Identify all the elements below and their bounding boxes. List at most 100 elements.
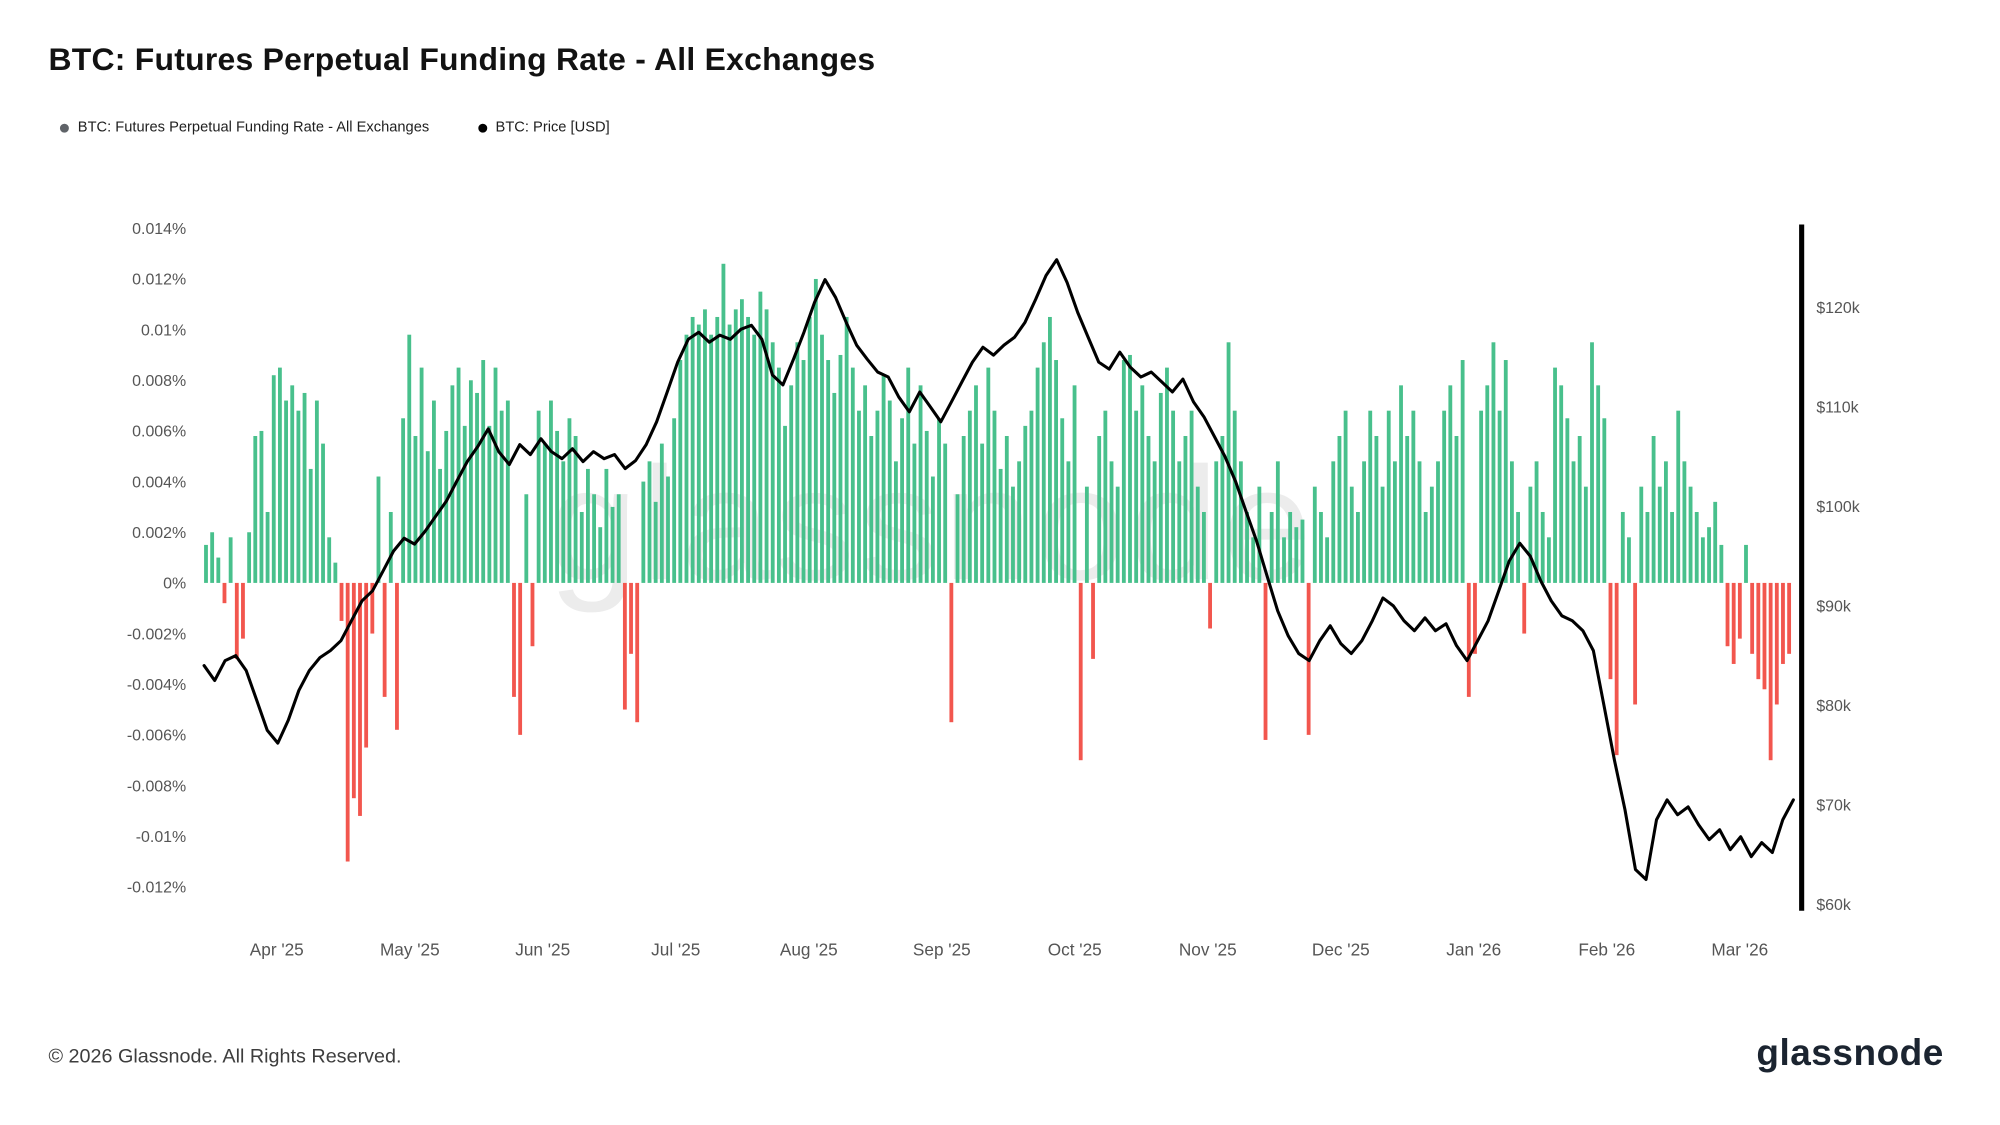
funding-rate-bar	[530, 582, 535, 647]
funding-rate-bar	[1762, 582, 1767, 690]
funding-rate-bar	[1134, 410, 1139, 583]
left-axis-tick: 0.012%	[132, 272, 186, 289]
funding-rate-bar	[1774, 582, 1779, 705]
funding-rate-bar	[1473, 582, 1477, 654]
funding-rate-bar	[635, 582, 640, 723]
funding-rate-bar	[1177, 461, 1182, 583]
funding-rate-bar	[1189, 410, 1194, 583]
funding-rate-bar	[1781, 582, 1785, 664]
right-axis-labels: $120k $110k $100k $90k $80k $70k $60k	[1816, 300, 1859, 914]
funding-rate-bar	[1282, 537, 1286, 583]
funding-rate-bar	[992, 410, 997, 583]
x-axis-labels: Apr '25 May '25 Jun '25 Jul '25 Aug '25 Sep '…	[250, 939, 1768, 959]
right-axis-tick: $90k	[1816, 599, 1851, 616]
legend-label-funding-rate: BTC: Futures Perpetual Funding Rate - Al…	[77, 119, 430, 136]
funding-rate-bar	[641, 481, 646, 583]
funding-rate-bar	[1553, 367, 1557, 583]
funding-rate-bar	[629, 582, 633, 654]
funding-rate-bar	[1460, 360, 1465, 583]
funding-rate-bar	[1664, 461, 1668, 583]
funding-rate-bar	[1312, 486, 1317, 583]
funding-rate-bar	[1171, 410, 1176, 583]
funding-rate-bar	[586, 468, 590, 583]
funding-rate-bar	[468, 380, 473, 583]
funding-rate-bar	[1565, 418, 1570, 583]
right-axis-tick: $80k	[1816, 698, 1851, 715]
glassnode-logo: glassnode	[1756, 1033, 1944, 1074]
funding-rate-bar	[561, 461, 566, 583]
legend-item-funding-rate[interactable]: BTC: Futures Perpetual Funding Rate - Al…	[59, 119, 430, 136]
funding-rate-bar	[1485, 385, 1490, 583]
funding-rate-bar	[974, 385, 978, 583]
funding-rate-bar	[1115, 486, 1120, 583]
right-axis-tick: $60k	[1816, 897, 1851, 914]
funding-rate-bar	[844, 316, 849, 583]
funding-rate-bar	[216, 557, 221, 583]
funding-rate-bar	[401, 418, 406, 583]
funding-rate-bar	[1614, 582, 1619, 756]
funding-rate-bar	[1208, 582, 1212, 629]
left-axis-tick: -0.004%	[127, 677, 186, 694]
funding-rate-bars	[204, 263, 1792, 862]
funding-rate-bar	[1620, 511, 1625, 583]
x-axis-tick: Jul '25	[651, 939, 700, 959]
funding-rate-bar	[1676, 410, 1681, 583]
funding-rate-bar	[1269, 511, 1274, 583]
funding-rate-bar	[1337, 436, 1342, 583]
funding-rate-bar	[327, 537, 332, 583]
funding-rate-bar	[1737, 582, 1742, 639]
funding-rate-bar	[1097, 436, 1102, 583]
funding-rate-bar	[967, 410, 972, 583]
legend-item-price[interactable]: BTC: Price [USD]	[477, 120, 610, 135]
funding-rate-bar	[1546, 537, 1551, 583]
right-axis-tick: $100k	[1816, 499, 1859, 516]
funding-rate-bar	[1078, 582, 1083, 761]
funding-rate-bar	[912, 443, 917, 583]
funding-rate-bar	[462, 425, 467, 583]
funding-rate-bar	[758, 291, 763, 583]
funding-rate-bar	[1725, 582, 1730, 647]
funding-rate-bar	[998, 468, 1003, 583]
funding-rate-bar	[604, 468, 609, 583]
funding-rate-bar	[1331, 461, 1336, 583]
funding-rate-bar	[1220, 436, 1225, 583]
funding-rate-bar	[1411, 410, 1416, 583]
left-axis-tick: 0.014%	[132, 221, 186, 238]
funding-rate-bar	[672, 418, 677, 583]
funding-rate-bar	[838, 354, 843, 583]
funding-rate-bar	[980, 443, 985, 583]
right-axis-tick: $110k	[1816, 400, 1858, 417]
funding-rate-bar	[1466, 582, 1471, 697]
funding-rate-bar	[1109, 461, 1114, 583]
funding-rate-bar	[284, 400, 288, 583]
funding-rate-bar	[407, 334, 412, 583]
funding-rate-bar	[949, 582, 954, 723]
funding-rate-bar	[1158, 392, 1163, 583]
funding-rate-bar	[1004, 436, 1009, 583]
funding-rate-bar	[813, 278, 818, 583]
funding-rate-bar	[382, 582, 387, 697]
funding-rate-bar	[1491, 342, 1496, 583]
x-axis-tick: May '25	[380, 939, 440, 959]
funding-rate-bar	[666, 476, 670, 583]
x-axis-tick: Nov '25	[1179, 939, 1237, 959]
funding-rate-bar	[1429, 486, 1434, 583]
funding-rate-bar	[1528, 486, 1533, 583]
right-axis-tick: $120k	[1816, 300, 1859, 317]
funding-rate-bar	[703, 309, 707, 583]
funding-rate-bar	[1054, 360, 1058, 583]
x-axis-tick: Apr '25	[250, 939, 304, 959]
left-axis-tick: -0.01%	[136, 829, 187, 846]
funding-rate-bar	[345, 582, 350, 862]
funding-rate-bar	[690, 316, 695, 583]
left-axis-tick: -0.006%	[127, 728, 186, 745]
legend-dot-price-icon	[477, 123, 487, 133]
funding-rate-bar	[1750, 582, 1755, 654]
funding-rate-bar	[1029, 410, 1034, 583]
funding-rate-bar	[308, 468, 313, 583]
funding-rate-bar	[850, 367, 855, 583]
x-axis-tick: Sep '25	[913, 939, 971, 959]
funding-rate-bar	[1146, 436, 1151, 583]
